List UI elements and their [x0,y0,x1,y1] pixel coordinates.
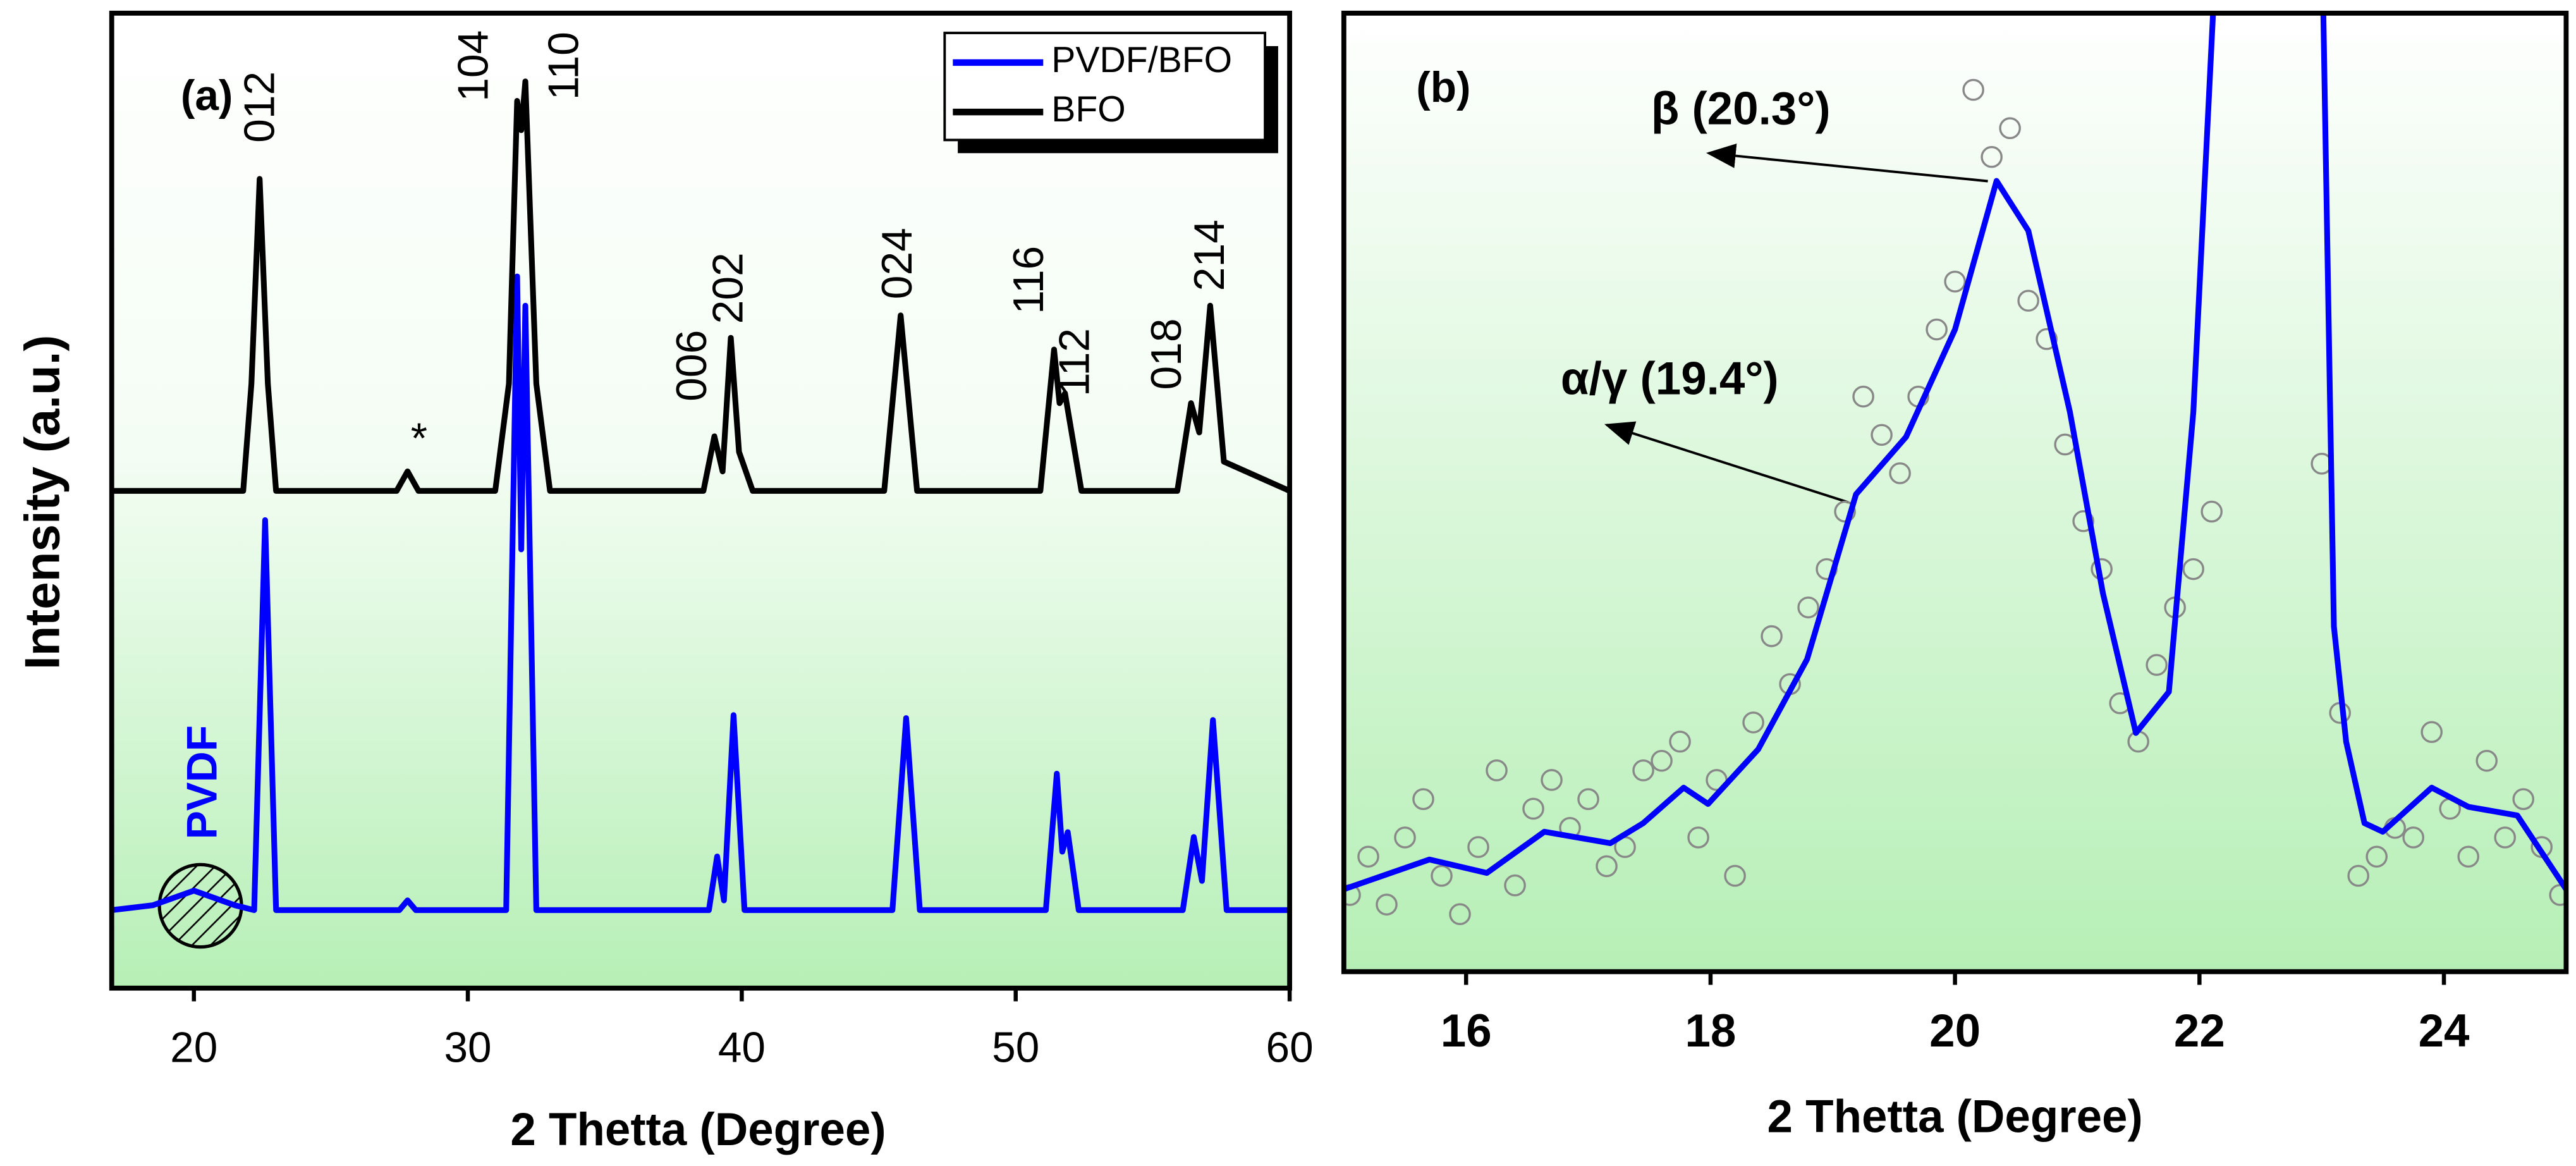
scatter-point [2365,845,2388,868]
x-tick-label: 40 [718,1024,766,1072]
scatter-point [2402,826,2424,849]
scatter-point [2512,788,2535,811]
x-tick-label: 22 [2174,1005,2225,1057]
x-tick-label: 20 [170,1024,217,1072]
scatter-point [1632,759,1654,782]
scatter-point [1522,797,1544,820]
scatter-point [1761,625,1783,647]
scatter-point [2072,510,2094,532]
scatter-point [1669,730,1691,753]
y-axis-label: Intensity (a.u.) [14,335,70,670]
annotation: PVDF [179,725,226,840]
scatter-point [1797,596,1819,618]
scatter-point [2182,558,2204,580]
scatter-point [1651,749,1673,772]
annotation: 112 [1051,328,1099,396]
scatter-point [1944,270,1966,293]
line-series [1343,13,2567,892]
annotation: * [411,415,427,462]
scatter-point [1577,788,1599,811]
legend-label: PVDF/BFO [1051,40,1232,80]
scatter-point [1926,318,1948,341]
panel-label: (b) [1416,64,1470,111]
scatter-point [1394,826,1416,849]
x-tick-label: 50 [992,1024,1039,1072]
annotation: 214 [1186,219,1233,291]
annotation: 018 [1143,318,1190,390]
scatter-point [1889,462,1911,484]
marks: 20 30 40 50 60 012 104 110 006 202 024 116 112 018 214… [111,13,2567,1072]
scatter-point [1962,78,1984,101]
scatter-point [1999,117,2021,140]
scatter-point [1871,424,1893,446]
scatter-point [1357,845,1379,868]
x-tick-label: 30 [444,1024,491,1072]
scatter-point [1596,855,1618,878]
scatter-point [2036,328,2058,350]
scatter-point [2347,864,2369,887]
scatter-point [2420,721,2443,744]
annotation: 012 [236,71,284,143]
scatter-point [2017,290,2039,312]
scatter-point [1981,145,2003,168]
scatter-point [2457,845,2480,868]
scatter-point [2201,500,2223,523]
annotation: α/γ (19.4°) [1561,353,1779,404]
legend [943,32,1267,142]
arrow [1706,144,1988,183]
scatter-point [1376,893,1398,916]
scatter-point [1431,864,1453,887]
plot-background [111,13,1290,988]
plot-area [111,78,1290,913]
legend-label: BFO [1051,89,1125,130]
scatter-point [1504,874,1526,897]
annotation: β (20.3°) [1651,83,1831,134]
scatter-point [1724,864,1746,887]
arrow [1604,421,1849,504]
scatter-point [2475,749,2498,772]
x-tick-label: 20 [1929,1005,1981,1057]
scatter-point [1687,826,1709,849]
annotation: 006 [668,330,716,402]
scatter-point [1742,711,1764,733]
x-axis-label: 2 Thetta (Degree) [1767,1091,2143,1142]
scatter-point [2146,654,2168,676]
scatter-point [2494,826,2517,849]
scatter-point [1467,836,1489,858]
x-tick-label: 18 [1685,1005,1736,1057]
scatter-point [1449,903,1471,926]
annotation: 110 [540,32,588,100]
plot-frame [109,10,1292,991]
plot-area [1343,13,2567,926]
panel-label: (a) [181,72,233,120]
x-tick-label: 60 [1266,1024,1314,1072]
annotation: 024 [874,228,921,299]
scatter-point [1486,759,1508,782]
annotation: 116 [1005,246,1053,314]
line-series [111,78,1290,494]
plot-frame [1341,10,2569,974]
x-axis-label: 2 Thetta (Degree) [510,1104,886,1155]
x-tick-label: 16 [1441,1005,1492,1057]
annotation: 104 [450,30,497,102]
scatter-point [1541,769,1563,791]
annotation: 202 [704,252,752,324]
scatter-point [1412,788,1434,811]
scatter-point [1852,385,1874,408]
line-series [111,273,1290,913]
x-tick-label: 24 [2419,1005,2470,1057]
